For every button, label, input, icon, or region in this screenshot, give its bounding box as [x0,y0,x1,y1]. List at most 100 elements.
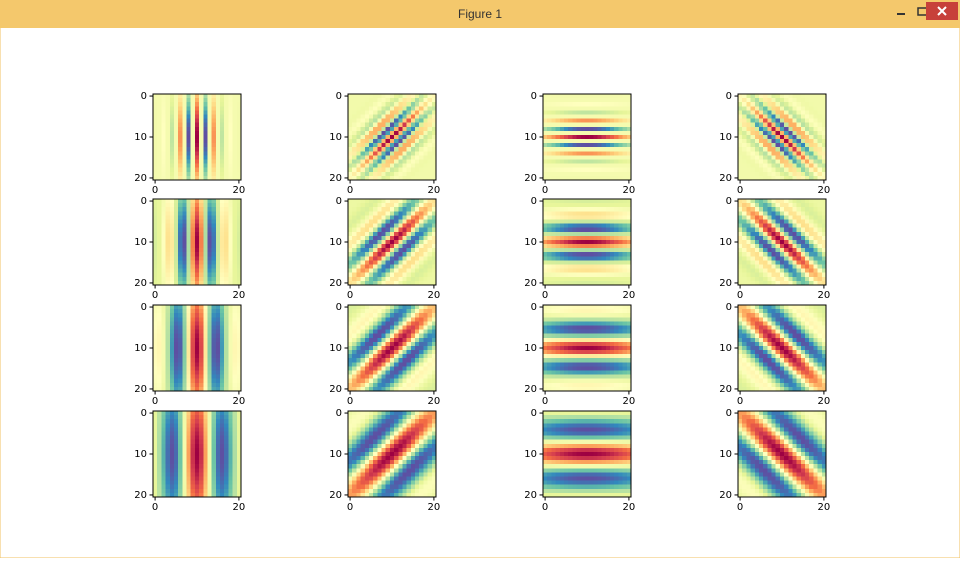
x-tick-label: 0 [542,290,548,301]
x-tick-label: 0 [737,396,743,407]
y-tick-label: 20 [329,384,342,395]
y-tick-label: 10 [719,132,732,143]
y-tick-label: 20 [329,173,342,184]
image [738,199,826,285]
y-tick-label: 0 [336,196,342,207]
y-tick-label: 20 [719,384,732,395]
x-tick-label: 20 [233,290,246,301]
y-tick-label: 10 [524,237,537,248]
x-tick-label: 20 [428,290,441,301]
y-tick-label: 20 [524,173,537,184]
x-tick-label: 20 [623,502,636,513]
y-tick-label: 20 [329,278,342,289]
image [153,94,241,180]
y-tick-label: 0 [531,302,537,313]
y-tick-label: 10 [719,343,732,354]
x-tick-label: 0 [347,502,353,513]
x-tick-label: 20 [428,502,441,513]
y-tick-label: 10 [134,237,147,248]
minimize-button[interactable] [890,4,912,22]
y-tick-label: 0 [141,408,147,419]
close-button[interactable] [926,2,958,20]
y-tick-label: 0 [726,302,732,313]
x-tick-label: 20 [233,185,246,196]
y-tick-label: 10 [329,237,342,248]
y-tick-label: 10 [134,449,147,460]
y-tick-label: 10 [524,449,537,460]
y-tick-label: 0 [141,302,147,313]
y-tick-label: 20 [329,490,342,501]
y-tick-label: 10 [329,132,342,143]
x-tick-label: 20 [428,396,441,407]
x-tick-label: 0 [542,185,548,196]
y-tick-label: 0 [726,408,732,419]
y-tick-label: 0 [531,91,537,102]
y-tick-label: 20 [524,278,537,289]
x-tick-label: 0 [152,396,158,407]
y-tick-label: 20 [719,278,732,289]
image [348,199,436,285]
image [543,305,631,391]
image [738,94,826,180]
image [738,411,826,497]
y-tick-label: 0 [336,91,342,102]
x-tick-label: 20 [818,502,831,513]
x-tick-label: 0 [152,502,158,513]
image [348,411,436,497]
image [153,305,241,391]
y-tick-label: 10 [524,132,537,143]
y-tick-label: 0 [141,91,147,102]
x-tick-label: 0 [152,290,158,301]
x-tick-label: 20 [428,185,441,196]
y-tick-label: 0 [726,196,732,207]
image [348,94,436,180]
x-tick-label: 20 [623,396,636,407]
y-tick-label: 20 [134,490,147,501]
window-title: Figure 1 [458,7,502,21]
y-tick-label: 0 [141,196,147,207]
x-tick-label: 0 [737,290,743,301]
y-tick-label: 0 [531,408,537,419]
y-tick-label: 10 [134,132,147,143]
y-tick-label: 10 [719,237,732,248]
y-tick-label: 10 [524,343,537,354]
x-tick-label: 0 [737,185,743,196]
y-tick-label: 0 [726,91,732,102]
image [738,305,826,391]
y-tick-label: 20 [719,173,732,184]
y-tick-label: 10 [329,449,342,460]
x-tick-label: 0 [737,502,743,513]
y-tick-label: 20 [719,490,732,501]
image [153,411,241,497]
y-tick-label: 20 [524,490,537,501]
y-tick-label: 20 [524,384,537,395]
y-tick-label: 10 [134,343,147,354]
image [543,94,631,180]
x-tick-label: 20 [818,185,831,196]
x-tick-label: 20 [818,396,831,407]
y-tick-label: 20 [134,384,147,395]
x-tick-label: 20 [233,502,246,513]
x-tick-label: 20 [623,185,636,196]
x-tick-label: 0 [347,396,353,407]
x-tick-label: 0 [347,290,353,301]
y-tick-label: 10 [719,449,732,460]
y-tick-label: 0 [531,196,537,207]
y-tick-label: 20 [134,173,147,184]
x-tick-label: 20 [623,290,636,301]
x-tick-label: 0 [347,185,353,196]
x-tick-label: 0 [542,502,548,513]
y-tick-label: 10 [329,343,342,354]
x-tick-label: 20 [233,396,246,407]
image [543,411,631,497]
x-tick-label: 20 [818,290,831,301]
image [543,199,631,285]
x-tick-label: 0 [152,185,158,196]
image [348,305,436,391]
y-tick-label: 0 [336,302,342,313]
y-tick-label: 0 [336,408,342,419]
x-tick-label: 0 [542,396,548,407]
image [153,199,241,285]
y-tick-label: 20 [134,278,147,289]
